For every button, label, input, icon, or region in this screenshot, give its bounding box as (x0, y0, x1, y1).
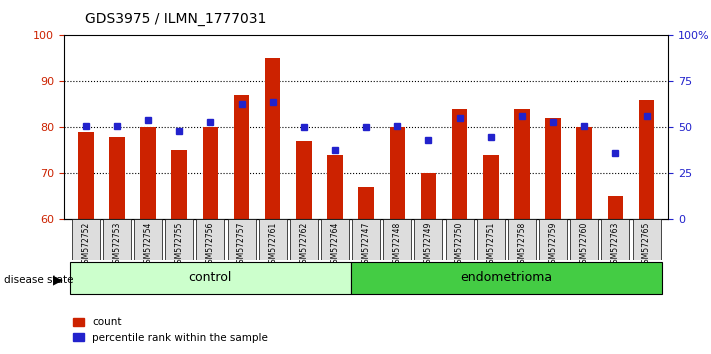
Text: GSM572755: GSM572755 (175, 222, 183, 268)
Text: GSM572760: GSM572760 (579, 222, 589, 268)
Bar (545, 118, 561, 219)
Bar (203, 127, 218, 219)
Text: GSM572754: GSM572754 (144, 222, 153, 268)
FancyBboxPatch shape (134, 219, 162, 260)
Bar (296, 141, 311, 219)
Text: GSM572750: GSM572750 (455, 222, 464, 268)
Text: GDS3975 / ILMN_1777031: GDS3975 / ILMN_1777031 (85, 12, 267, 27)
Bar (78, 132, 94, 219)
Text: GSM572763: GSM572763 (611, 222, 620, 268)
FancyBboxPatch shape (259, 219, 287, 260)
Text: GSM572751: GSM572751 (486, 222, 496, 268)
Text: GSM572747: GSM572747 (362, 222, 370, 268)
FancyBboxPatch shape (539, 219, 567, 260)
FancyBboxPatch shape (633, 219, 661, 260)
Text: GSM572762: GSM572762 (299, 222, 309, 268)
Bar (638, 100, 654, 219)
Text: control: control (188, 272, 232, 284)
FancyBboxPatch shape (351, 262, 662, 294)
Text: GSM572748: GSM572748 (392, 222, 402, 268)
FancyBboxPatch shape (196, 219, 225, 260)
Text: GSM572752: GSM572752 (81, 222, 90, 268)
Bar (265, 58, 281, 219)
Text: GSM572759: GSM572759 (549, 222, 557, 268)
Bar (171, 150, 187, 219)
FancyBboxPatch shape (383, 219, 412, 260)
FancyBboxPatch shape (321, 219, 349, 260)
Text: GSM572758: GSM572758 (518, 222, 526, 268)
Text: GSM572749: GSM572749 (424, 222, 433, 268)
Bar (421, 173, 437, 219)
Text: endometrioma: endometrioma (460, 272, 552, 284)
Bar (327, 155, 343, 219)
Bar (514, 109, 530, 219)
Text: GSM572765: GSM572765 (642, 222, 651, 268)
Bar (451, 109, 467, 219)
Text: GSM572761: GSM572761 (268, 222, 277, 268)
Bar (140, 127, 156, 219)
Text: disease state: disease state (4, 275, 73, 285)
FancyBboxPatch shape (290, 219, 318, 260)
Bar (109, 137, 124, 219)
FancyBboxPatch shape (70, 262, 351, 294)
FancyBboxPatch shape (228, 219, 255, 260)
Text: GSM572756: GSM572756 (206, 222, 215, 268)
FancyBboxPatch shape (570, 219, 598, 260)
FancyBboxPatch shape (477, 219, 505, 260)
Text: GSM572753: GSM572753 (112, 222, 122, 268)
Text: GSM572757: GSM572757 (237, 222, 246, 268)
Text: ▶: ▶ (53, 273, 63, 286)
Bar (608, 196, 623, 219)
FancyBboxPatch shape (602, 219, 629, 260)
FancyBboxPatch shape (103, 219, 131, 260)
FancyBboxPatch shape (352, 219, 380, 260)
Bar (234, 95, 250, 219)
Bar (390, 127, 405, 219)
FancyBboxPatch shape (508, 219, 536, 260)
Legend: count, percentile rank within the sample: count, percentile rank within the sample (69, 313, 272, 347)
Bar (577, 127, 592, 219)
Text: GSM572764: GSM572764 (331, 222, 340, 268)
FancyBboxPatch shape (72, 219, 100, 260)
Bar (483, 155, 498, 219)
FancyBboxPatch shape (446, 219, 474, 260)
FancyBboxPatch shape (165, 219, 193, 260)
FancyBboxPatch shape (415, 219, 442, 260)
Bar (358, 187, 374, 219)
